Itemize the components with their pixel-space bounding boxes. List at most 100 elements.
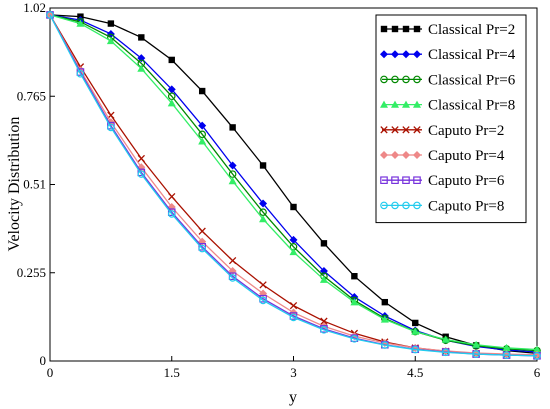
data-point [46,11,54,19]
data-point [107,20,115,27]
data-point [198,137,207,145]
data-point [411,345,420,354]
x-tick-label: 0 [47,365,54,380]
legend-entry: Classical Pr=8 [380,98,515,114]
data-point [502,343,511,352]
legend-label: Classical Pr=6 [428,72,516,88]
y-axis-label: Velocity Distribution [6,117,23,252]
data-point [168,56,175,64]
data-point [228,256,237,265]
legend-marker [402,25,410,33]
x-tick-label: 6 [534,365,541,380]
data-point [167,85,176,94]
legend-entry: Caputo Pr=8 [380,198,504,214]
data-point [320,326,328,334]
data-point [380,315,389,323]
data-point [259,296,267,305]
y-tick-label: 0 [40,353,47,368]
legend-marker [402,100,410,108]
legend-marker [391,201,399,210]
legend-label: Classical Pr=8 [428,98,515,114]
y-tick-label: 0.51 [23,177,46,192]
data-point [533,352,541,360]
legend-marker [391,176,399,185]
data-point [319,275,328,283]
legend-entry: Caputo Pr=2 [380,123,504,139]
data-point [381,341,389,349]
axis-ticks: 0 1.5 3 4.5 6 0 0.255 0.51 0.765 1.02 [17,0,541,380]
legend-marker [380,126,388,134]
legend-marker [413,75,421,84]
data-point [412,319,419,327]
data-point [350,335,359,343]
data-point [259,199,268,208]
data-point [259,281,267,289]
data-point [167,210,176,218]
data-point [137,154,145,163]
y-tick-label: 0.255 [17,265,46,280]
legend-label: Caputo Pr=2 [428,123,504,139]
x-tick-label: 3 [290,365,297,380]
data-point [351,273,358,280]
legend-label: Caputo Pr=8 [428,198,504,214]
legend-marker [391,75,399,84]
x-tick-label: 4.5 [407,365,423,380]
legend-marker [380,100,388,108]
legend-marker [402,126,410,134]
data-point [290,203,297,211]
data-point [289,301,298,310]
data-point [167,99,176,107]
data-point [289,313,298,322]
data-point [198,87,206,95]
data-point [259,162,267,169]
data-point [198,121,207,130]
data-point [259,215,268,223]
legend-marker [402,75,410,84]
data-point [138,34,145,41]
legend-marker [413,176,421,185]
y-tick-label: 1.02 [23,0,46,15]
data-point [472,340,481,348]
data-point [350,298,359,306]
legend-entry: Caputo Pr=6 [380,173,505,189]
legend-marker [391,100,399,108]
legend-label: Classical Pr=2 [428,22,515,38]
legend-marker [391,50,399,59]
legend-entry: Classical Pr=2 [380,22,515,38]
legend-marker [391,151,399,159]
x-tick-label: 1.5 [164,365,180,380]
legend-marker [413,126,421,134]
x-axis-label: y [289,389,297,406]
y-tick-label: 0.765 [17,88,46,103]
legend-entry: Caputo Pr=4 [380,148,505,164]
data-point [228,177,237,185]
legend-marker [380,151,388,159]
legend-marker [402,176,410,185]
series-4 [46,10,541,353]
legend-label: Caputo Pr=6 [428,173,505,189]
data-point [137,64,146,72]
legend-label: Caputo Pr=4 [428,148,505,164]
legend-marker [413,100,421,108]
legend-marker [402,201,410,210]
data-point [76,19,85,27]
data-point [381,298,389,306]
series-line [49,14,538,357]
legend-marker [391,25,399,33]
data-point [472,350,480,358]
data-point [76,69,85,78]
legend-entry: Classical Pr=4 [380,47,516,63]
data-point [198,227,206,235]
data-point [320,317,328,325]
legend: Classical Pr=2 Classical Pr=4 Classical Pr… [375,14,527,224]
legend-marker [402,151,410,159]
data-point [229,124,236,131]
data-point [411,327,420,335]
data-point [320,240,328,247]
legend-marker [380,50,388,59]
data-point [228,274,237,282]
data-point [441,348,450,357]
legend-marker [380,25,388,33]
legend-box [375,14,527,224]
